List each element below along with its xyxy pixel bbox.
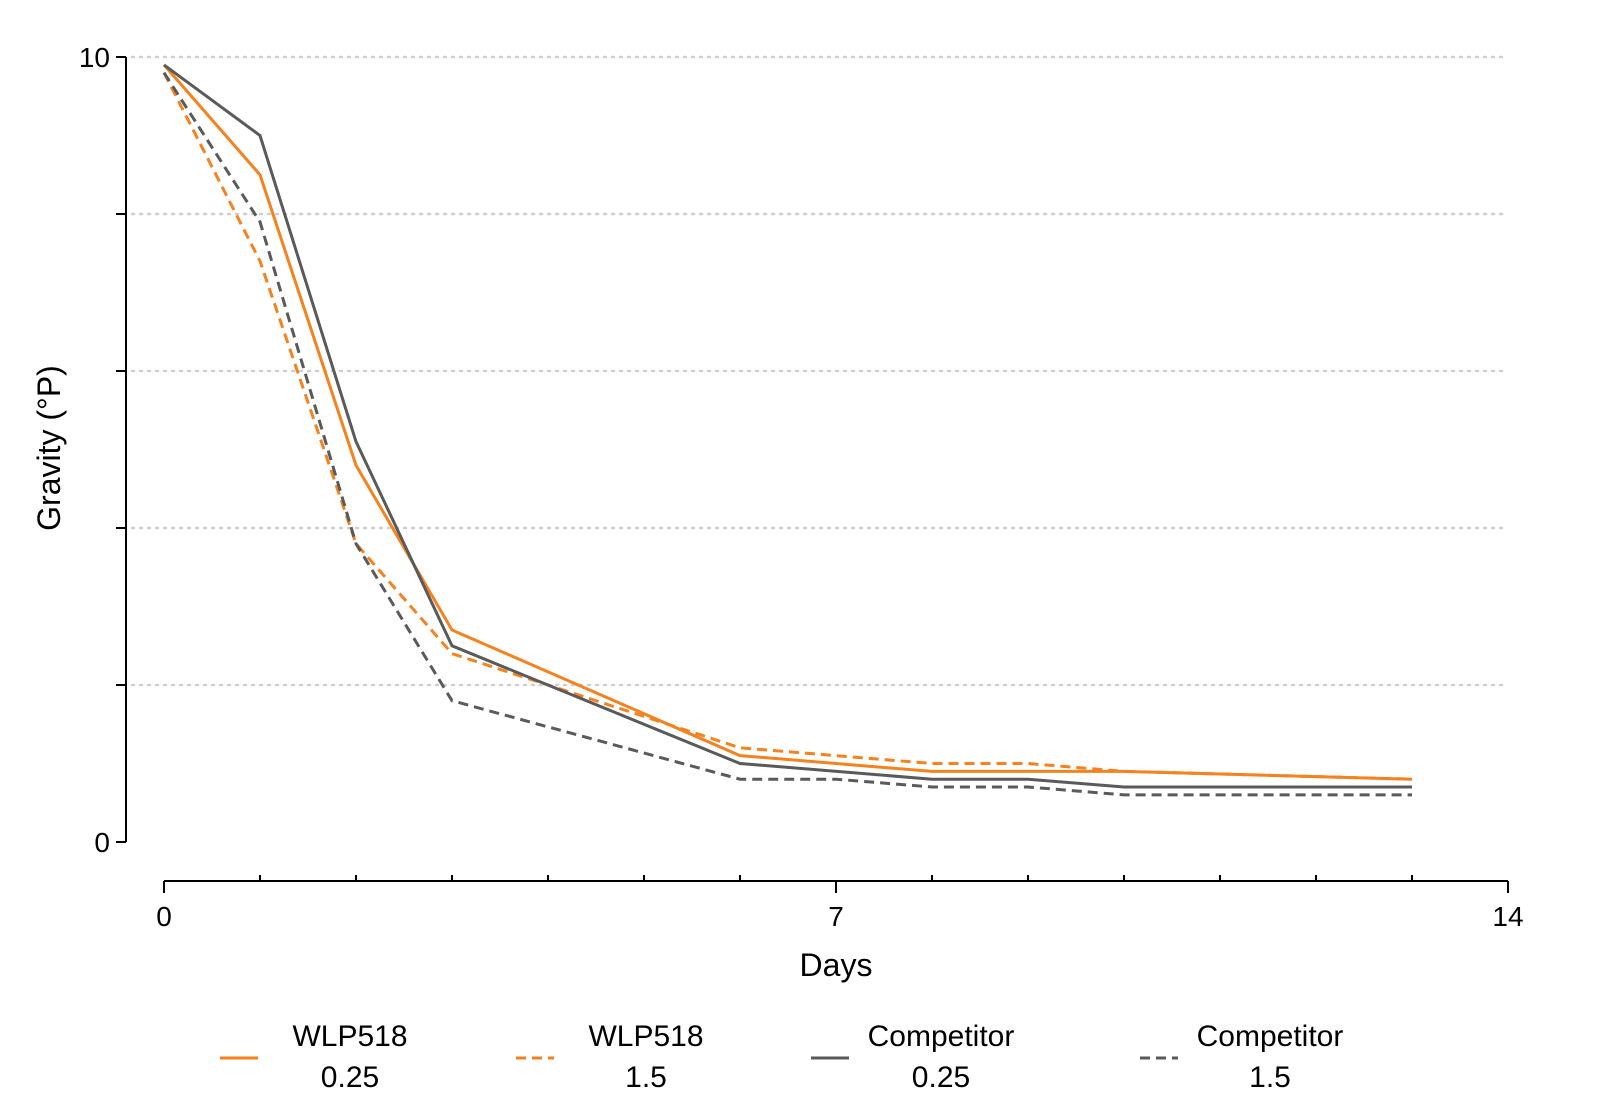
legend-label: WLP518 <box>292 1020 407 1053</box>
series-line-1 <box>162 72 1413 781</box>
x-axis-label: Days <box>800 947 873 983</box>
legend: WLP5180.25WLP5181.5Competitor0.25Competi… <box>220 1020 1343 1094</box>
legend-entry: Competitor 1.5 <box>1140 1020 1343 1094</box>
series-lines <box>162 63 1413 797</box>
y-axis-label: Gravity (°P) <box>31 365 67 531</box>
legend-sublabel: 0.25 <box>912 1061 970 1094</box>
legend-label: Competitor <box>1197 1020 1344 1053</box>
legend-sublabel: 1.5 <box>1249 1061 1291 1094</box>
x-tick-label: 7 <box>828 901 844 932</box>
y-tick-label: 0 <box>94 827 110 858</box>
legend-entry: WLP518 0.25 <box>220 1020 408 1094</box>
legend-label: WLP518 <box>588 1020 703 1053</box>
series-line-3 <box>162 71 1412 797</box>
gridlines <box>130 55 1510 687</box>
x-tick-label: 14 <box>1492 901 1523 932</box>
series-line-2 <box>163 63 1412 789</box>
legend-sublabel: 1.5 <box>625 1061 667 1094</box>
x-tick-label: 0 <box>156 901 172 932</box>
axes: 0 10 0 7 14 <box>79 42 1524 932</box>
series-line-0 <box>162 63 1413 781</box>
y-tick-label: 10 <box>79 42 110 73</box>
legend-label: Competitor <box>868 1020 1015 1053</box>
legend-entry: WLP518 1.5 <box>516 1020 704 1094</box>
legend-sublabel: 0.25 <box>321 1061 379 1094</box>
legend-entry: Competitor 0.25 <box>811 1020 1014 1094</box>
